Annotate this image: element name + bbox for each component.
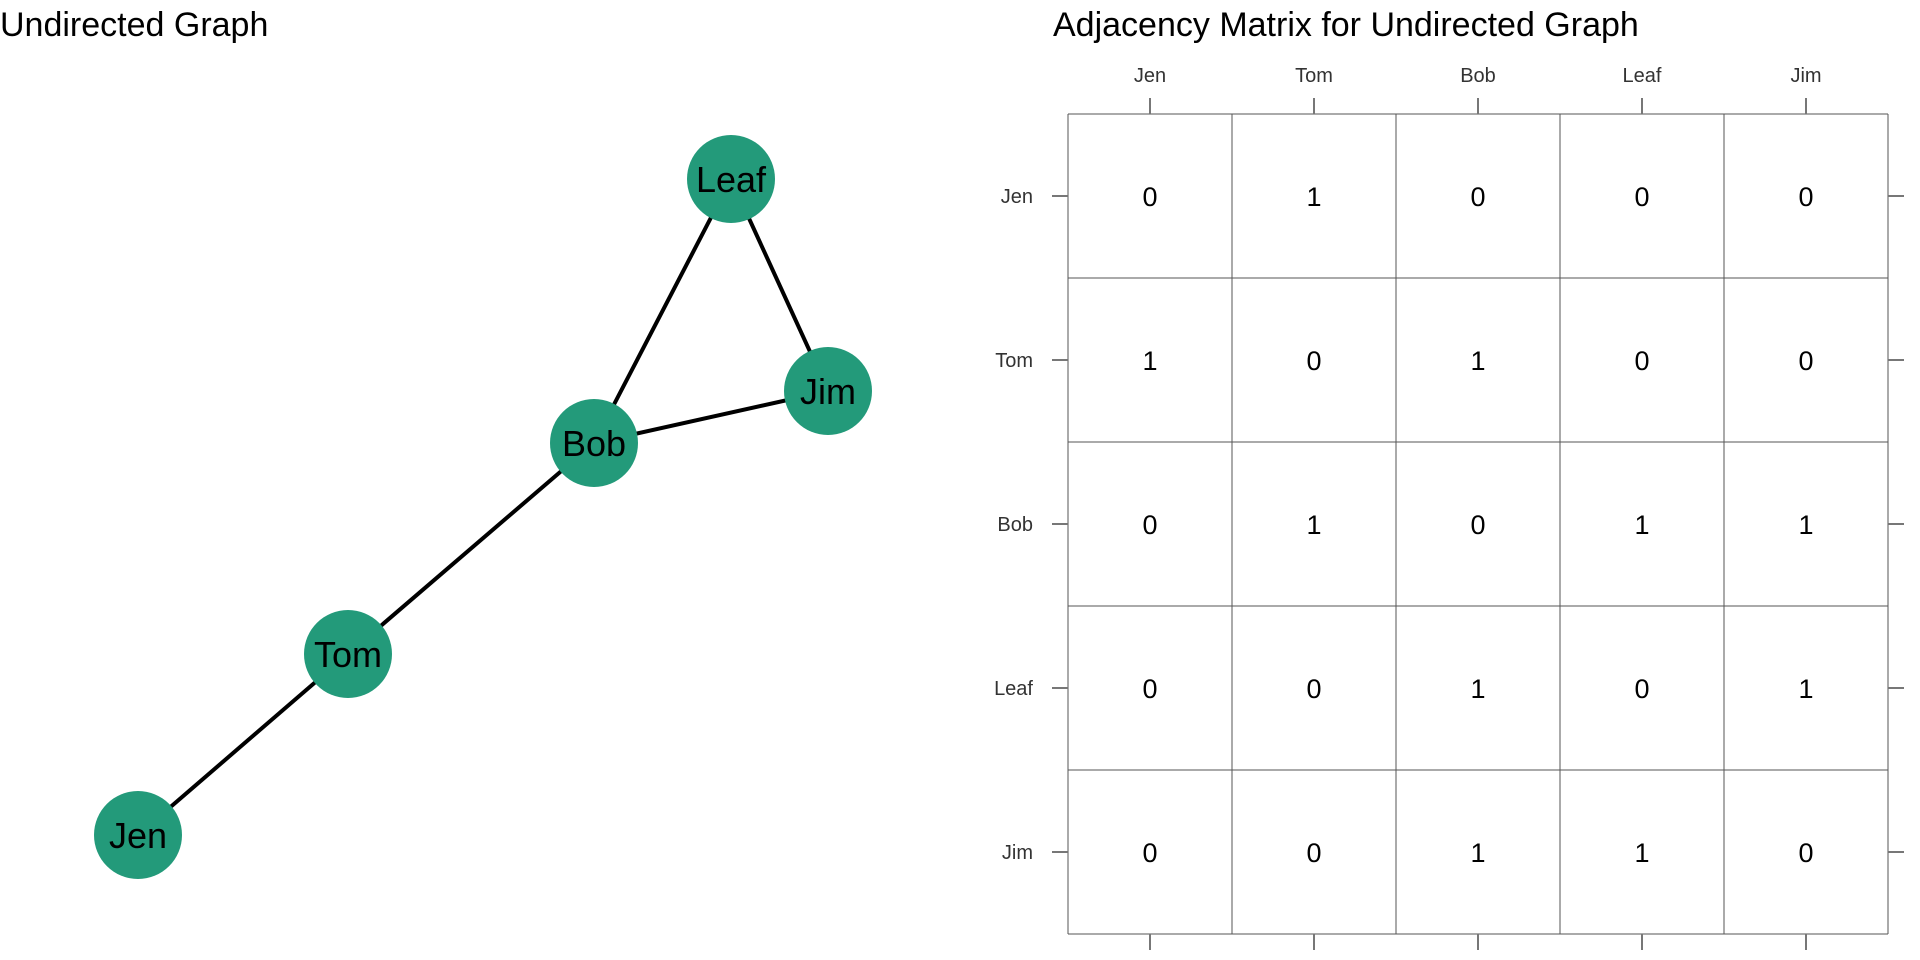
node-label: Jim [800, 371, 856, 412]
matrix-cell-jim-jen: 0 [1142, 838, 1157, 868]
graph-diagram: Leaf Jim Bob Tom Jen [94, 135, 872, 879]
matrix-cell-leaf-jen: 0 [1142, 674, 1157, 704]
matrix-cell-tom-bob: 1 [1470, 346, 1485, 376]
node-label: Jen [109, 815, 167, 856]
matrix-cell-jen-bob: 0 [1470, 182, 1485, 212]
matrix-cell-leaf-leaf: 0 [1634, 674, 1649, 704]
graph-title: Undirected Graph [0, 6, 269, 44]
node-jim: Jim [784, 347, 872, 435]
graph-nodes: Leaf Jim Bob Tom Jen [94, 135, 872, 879]
matrix-cell-bob-jim: 1 [1798, 510, 1813, 540]
row-label-leaf: Leaf [994, 678, 1033, 700]
column-label-leaf: Leaf [1623, 65, 1662, 87]
node-jen: Jen [94, 791, 182, 879]
matrix-cell-leaf-jim: 1 [1798, 674, 1813, 704]
row-label-jen: Jen [1001, 186, 1033, 208]
matrix-cell-jim-leaf: 1 [1634, 838, 1649, 868]
column-label-jen: Jen [1134, 65, 1166, 87]
matrix-title: Adjacency Matrix for Undirected Graph [1053, 6, 1639, 44]
node-tom: Tom [304, 610, 392, 698]
row-label-bob: Bob [997, 514, 1033, 536]
node-circle [550, 399, 638, 487]
node-circle [304, 610, 392, 698]
matrix-ticks [1052, 98, 1904, 950]
matrix-cell-leaf-bob: 1 [1470, 674, 1485, 704]
matrix-cell-jen-jen: 0 [1142, 182, 1157, 212]
node-leaf: Leaf [687, 135, 775, 223]
matrix-axis-labels: Jen Tom Bob Leaf Jim Jen Tom Bob Leaf Jim [994, 65, 1821, 864]
edge-leaf-bob [592, 177, 733, 445]
column-label-tom: Tom [1295, 65, 1333, 87]
matrix-cell-jim-jim: 0 [1798, 838, 1813, 868]
matrix-cell-bob-leaf: 1 [1634, 510, 1649, 540]
matrix-cell-jen-jim: 0 [1798, 182, 1813, 212]
matrix-cell-jen-tom: 1 [1306, 182, 1321, 212]
matrix-cell-tom-leaf: 0 [1634, 346, 1649, 376]
matrix-cell-tom-tom: 0 [1306, 346, 1321, 376]
matrix-cell-jim-tom: 0 [1306, 838, 1321, 868]
node-circle [687, 135, 775, 223]
matrix-cell-bob-tom: 1 [1306, 510, 1321, 540]
matrix-cell-values: 0 1 0 0 0 1 0 1 0 0 0 1 0 1 1 0 0 1 0 1 0 0 1 1 0 [1142, 182, 1813, 868]
node-bob: Bob [550, 399, 638, 487]
matrix-cell-tom-jen: 1 [1142, 346, 1157, 376]
graph-edges [136, 177, 830, 837]
node-circle [784, 347, 872, 435]
node-label: Leaf [696, 159, 767, 200]
node-label: Tom [314, 634, 382, 675]
row-label-jim: Jim [1002, 842, 1033, 864]
matrix-grid [1067, 113, 1889, 935]
matrix-cell-jim-bob: 1 [1470, 838, 1485, 868]
edge-tom-jen [136, 652, 350, 837]
matrix-cell-leaf-tom: 0 [1306, 674, 1321, 704]
matrix-cell-bob-bob: 0 [1470, 510, 1485, 540]
edge-bob-tom [346, 441, 596, 656]
column-label-jim: Jim [1790, 65, 1821, 87]
row-label-tom: Tom [995, 350, 1033, 372]
matrix-cell-jen-leaf: 0 [1634, 182, 1649, 212]
column-label-bob: Bob [1460, 65, 1496, 87]
node-label: Bob [562, 423, 626, 464]
node-circle [94, 791, 182, 879]
matrix-cell-bob-jen: 0 [1142, 510, 1157, 540]
matrix-cell-tom-jim: 0 [1798, 346, 1813, 376]
